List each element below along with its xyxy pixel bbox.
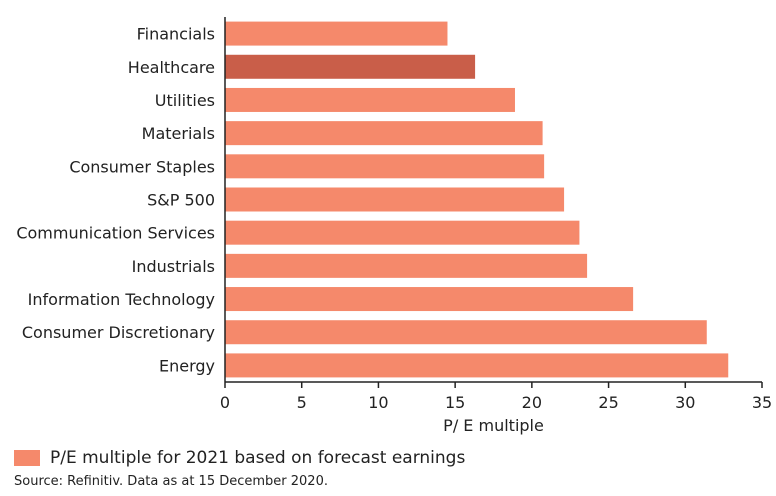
x-tick-label: 0 (220, 393, 230, 412)
category-label: Utilities (155, 91, 215, 110)
x-tick-label: 15 (445, 393, 465, 412)
source-note: Source: Refinitiv. Data as at 15 Decembe… (14, 474, 328, 489)
category-label: S&P 500 (147, 191, 215, 210)
bar-consumer-staples (225, 154, 545, 179)
legend: P/E multiple for 2021 based on forecast … (14, 448, 465, 468)
x-tick-label: 35 (752, 393, 772, 412)
bar-financials (225, 21, 448, 46)
x-tick-label: 20 (522, 393, 542, 412)
bar-chart: Financials Healthcare Utilities Materials Co… (16, 17, 772, 435)
category-labels: Financials Healthcare Utilities Materials Co… (16, 25, 215, 376)
bar-s-p-500 (225, 187, 565, 212)
bar-healthcare (225, 54, 476, 79)
x-axis: 0 5 10 15 20 25 30 35 (220, 381, 772, 412)
x-tick-label: 30 (675, 393, 695, 412)
x-tick-label: 25 (598, 393, 618, 412)
bar-utilities (225, 87, 515, 112)
legend-swatch (14, 450, 40, 466)
category-label: Consumer Discretionary (22, 323, 215, 342)
category-label: Materials (142, 124, 215, 143)
x-axis-label: P/ E multiple (443, 416, 544, 435)
category-label: Financials (137, 25, 215, 44)
category-label: Healthcare (128, 58, 215, 77)
bar-materials (225, 121, 543, 146)
legend-label: P/E multiple for 2021 based on forecast … (50, 448, 466, 468)
x-tick-label: 5 (297, 393, 307, 412)
category-label: Consumer Staples (69, 157, 215, 176)
bar-consumer-discretionary (225, 320, 707, 345)
bar-industrials (225, 253, 588, 278)
category-label: Industrials (132, 257, 215, 276)
bar-energy (225, 353, 729, 378)
bar-information-technology (225, 287, 634, 312)
category-label: Energy (159, 356, 215, 375)
bar-communication-services (225, 220, 580, 245)
category-label: Information Technology (28, 290, 215, 309)
bars-group (225, 21, 729, 378)
x-tick-label: 10 (368, 393, 388, 412)
category-label: Communication Services (16, 224, 215, 243)
